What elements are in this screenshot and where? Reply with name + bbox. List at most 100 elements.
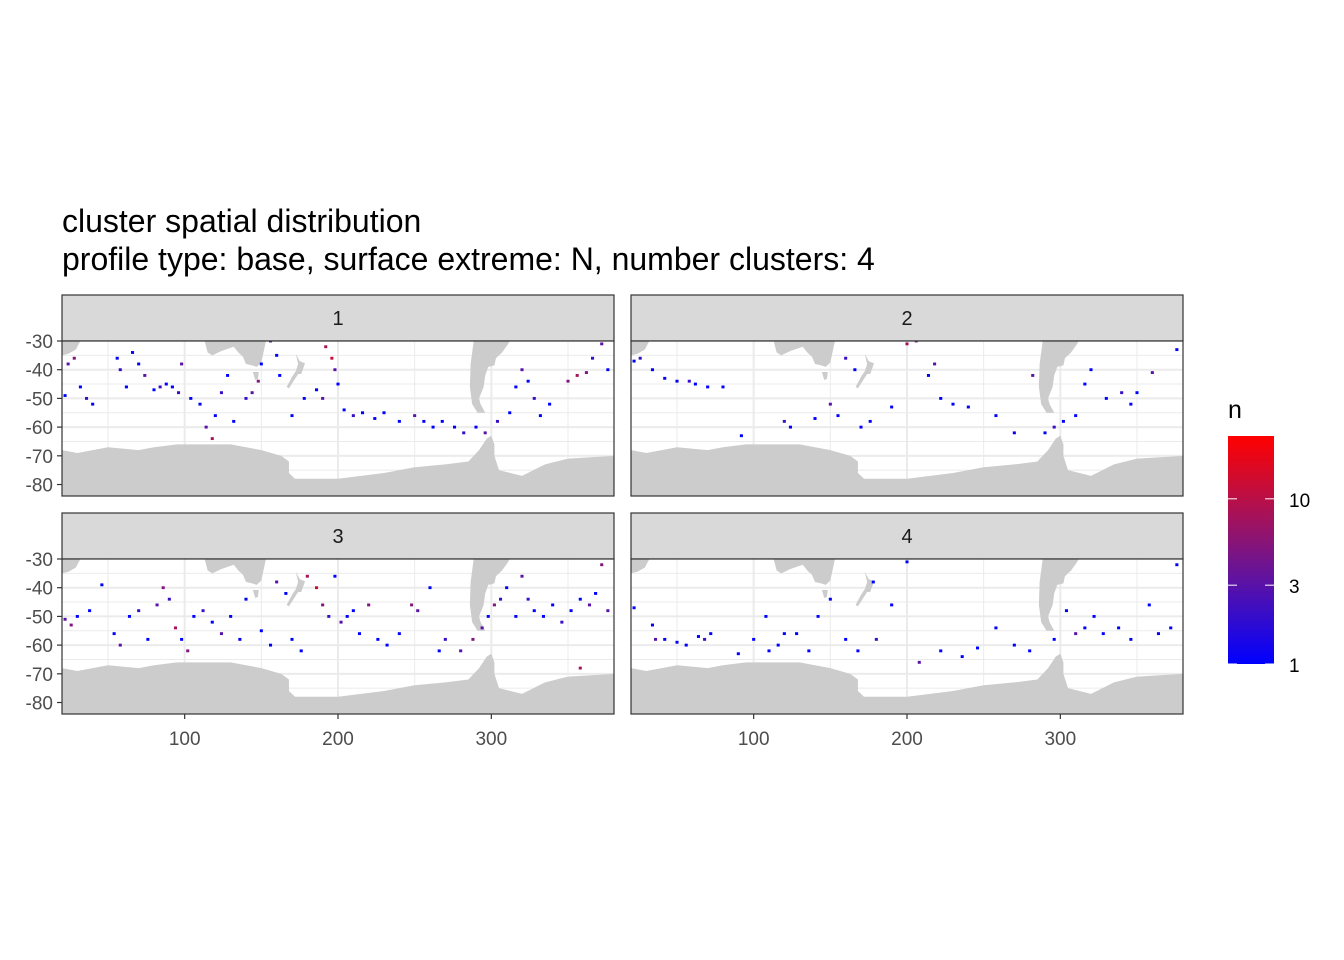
facet-strip-label: 1 [332, 308, 343, 330]
tile [606, 609, 610, 613]
land-polygon [855, 353, 875, 389]
land-polygon [773, 341, 835, 367]
tile [520, 574, 524, 578]
tile [143, 374, 147, 377]
tile [305, 574, 309, 578]
tile [210, 620, 214, 624]
tile [526, 597, 530, 601]
tile [152, 388, 156, 392]
tile [532, 609, 536, 613]
tile [315, 388, 319, 392]
tile [1064, 609, 1068, 613]
tile [115, 356, 119, 360]
chart-subtitle: profile type: base, surface extreme: N, … [62, 241, 875, 277]
facet-strip-label: 2 [901, 308, 912, 330]
tile [541, 614, 545, 618]
tile [514, 614, 518, 618]
legend-colorbar [1228, 436, 1274, 664]
tile [859, 425, 863, 429]
tile [560, 620, 564, 624]
tile [736, 652, 740, 656]
tile [180, 362, 184, 366]
land-polygon [286, 353, 306, 389]
tile [675, 640, 679, 644]
tile [275, 353, 279, 357]
tile [259, 629, 263, 633]
tile [118, 643, 122, 647]
tile [1061, 419, 1065, 423]
tile [960, 655, 964, 659]
tile [693, 382, 697, 386]
tile [853, 368, 857, 372]
tile [890, 603, 894, 607]
x-tick-label: 200 [322, 729, 354, 750]
tile [290, 414, 294, 418]
tile [591, 356, 595, 360]
tile [776, 643, 780, 647]
tile [578, 666, 582, 670]
tile [594, 592, 598, 595]
tile [575, 374, 579, 377]
tile [284, 592, 288, 595]
tile [78, 385, 82, 389]
y-tick-label: -30 [26, 332, 53, 353]
tile [210, 437, 214, 441]
tile [1074, 414, 1078, 418]
tile [437, 649, 441, 653]
tile [244, 396, 248, 400]
land-polygon [469, 341, 510, 413]
tile [890, 405, 894, 409]
tile [739, 434, 743, 438]
tile [721, 385, 725, 389]
tile [290, 637, 294, 641]
y-tick-label: -60 [26, 418, 53, 439]
tile [663, 637, 667, 641]
land-polygon [631, 559, 650, 574]
x-tick-label: 100 [169, 729, 201, 750]
tile [868, 419, 872, 423]
tile [219, 391, 223, 395]
land-polygon [821, 372, 828, 381]
tile [327, 614, 331, 618]
tile [382, 411, 386, 415]
tile [844, 356, 848, 360]
tile [752, 637, 756, 641]
tile [1129, 637, 1133, 641]
panel-border [61, 340, 615, 497]
tile [976, 646, 980, 650]
tile [939, 649, 943, 653]
y-tick-label: -50 [26, 389, 53, 410]
tile [520, 368, 524, 372]
tile [321, 603, 325, 607]
tile [994, 626, 998, 630]
tile [177, 391, 181, 395]
tile [632, 606, 636, 610]
tile [192, 614, 196, 618]
tile [278, 374, 282, 377]
tile [238, 637, 242, 641]
tile [933, 362, 937, 366]
tile [462, 431, 466, 435]
tile [1012, 431, 1016, 435]
tile [321, 396, 325, 400]
land-polygon [631, 653, 1183, 714]
tile [684, 643, 688, 647]
tile [443, 637, 447, 641]
tile [1028, 649, 1032, 653]
tile [654, 637, 658, 641]
tile [137, 362, 141, 366]
land-polygon [62, 653, 614, 714]
tile [926, 374, 930, 377]
y-tick-label: -80 [26, 476, 53, 497]
tile [376, 637, 380, 641]
tile [75, 614, 79, 618]
tile [63, 394, 67, 397]
tile [1052, 637, 1056, 641]
tile [606, 368, 610, 372]
tile [874, 637, 878, 641]
tile [1175, 563, 1179, 567]
tile [333, 574, 337, 578]
y-tick-label: -70 [26, 665, 53, 686]
tile [764, 614, 768, 618]
